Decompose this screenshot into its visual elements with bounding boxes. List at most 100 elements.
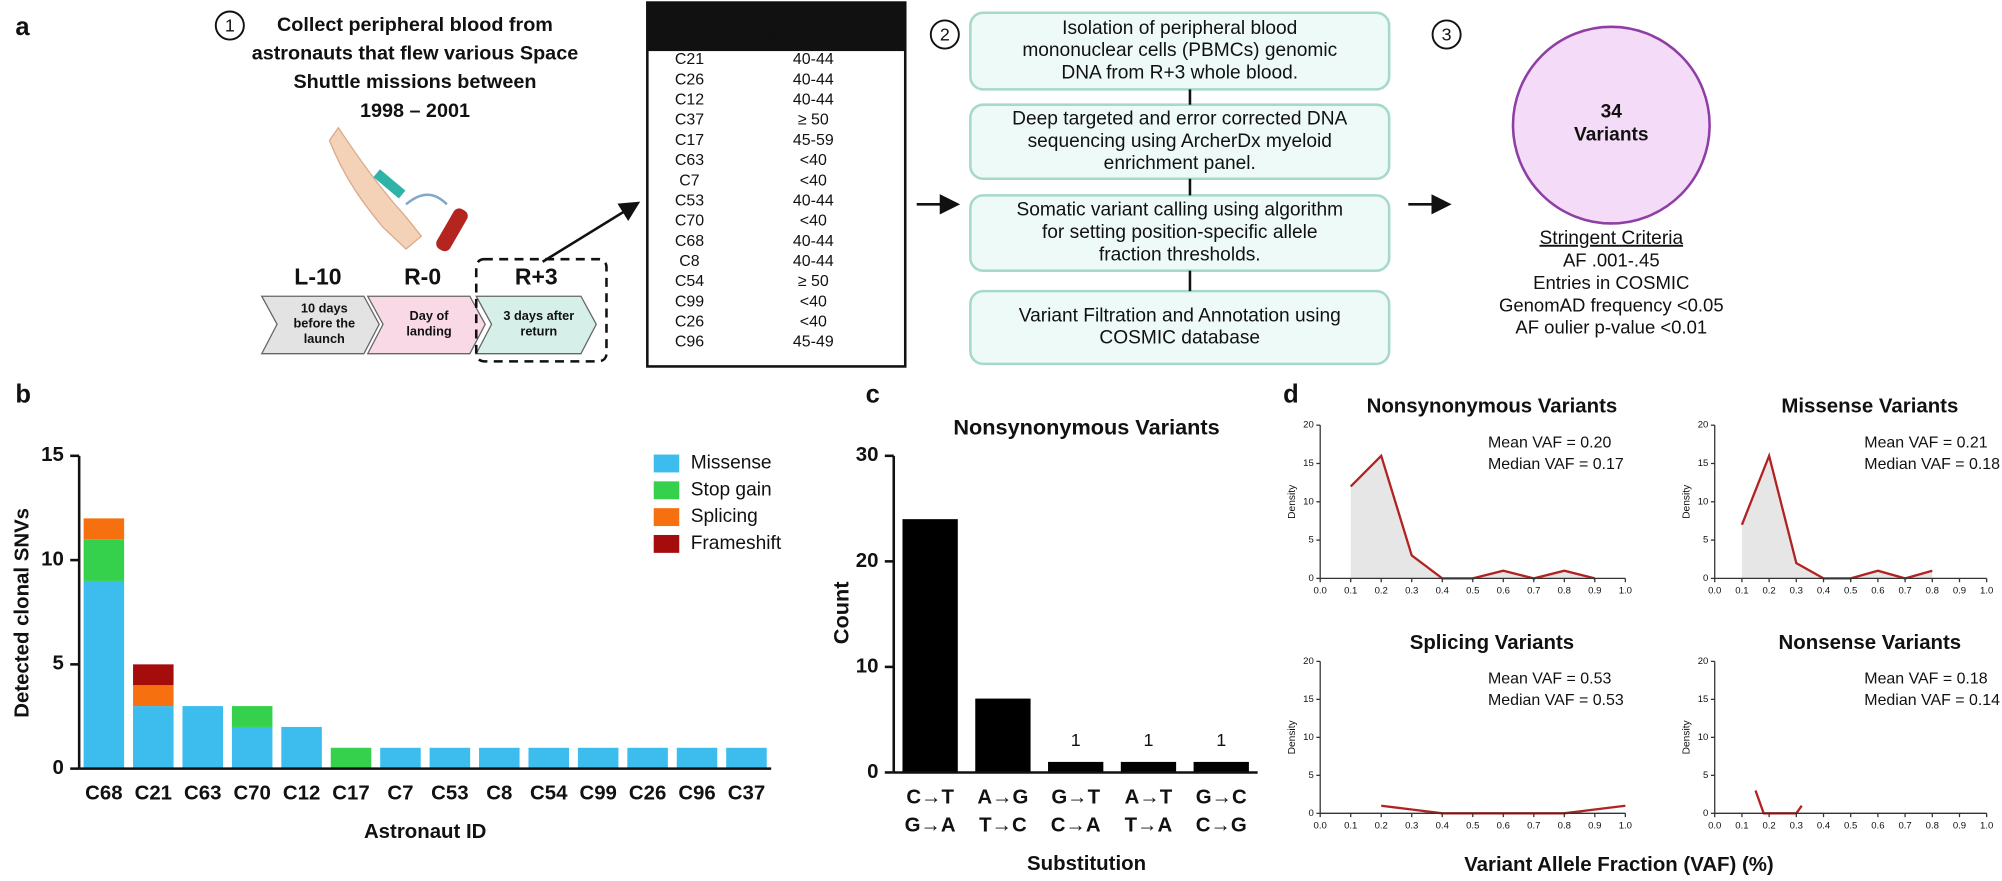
x-tick-label: 0.4 [1817,821,1831,832]
table-cell: C54 [675,273,704,290]
table-cell: ≥ 50 [798,273,829,290]
table-cell: C37 [675,112,704,129]
legend-label: Stop gain [691,479,772,500]
legend-swatch [653,508,680,527]
x-tick-label: 0.4 [1436,821,1450,832]
x-tick-label: 0.3 [1790,821,1803,832]
bar-segment [133,664,174,686]
annotation: Mean VAF = 0.53 [1488,670,1611,687]
table-cell: C26 [675,313,704,330]
annotation: Median VAF = 0.53 [1488,692,1624,709]
y-tick-label: 20 [1303,420,1314,431]
chart-title: Missense Variants [1781,396,1958,418]
density-line [1754,790,1803,815]
y-tick-label: 0 [1703,573,1708,584]
x-tick-label: 0.2 [1762,821,1775,832]
arrow [541,201,641,263]
table-cell: 40-44 [793,233,834,250]
x-tick-label: 0.9 [1953,586,1966,597]
bar [1193,761,1249,773]
y-axis-label: Density [1287,484,1298,519]
bar-segment [83,580,125,769]
y-tick-label: 10 [1698,732,1709,743]
bar-segment [133,706,174,769]
step-text: 1998 – 2001 [360,100,470,122]
density-area [1741,455,1933,579]
pipeline-text: Variant Filtration and Annotation using [1019,305,1341,326]
x-tick-label: 0.8 [1926,586,1939,597]
y-tick-label: 0 [1703,808,1708,819]
timeline-label: R+3 [515,263,558,289]
step-marker [1431,19,1462,50]
table-header: Binned Age at [764,8,871,25]
x-tick-label: 0.1 [1735,821,1748,832]
bar-segment [380,747,421,769]
table-header: Launch in Years [756,27,878,44]
timeline-text: launch [304,331,345,346]
x-tick-label: 0.6 [1871,586,1884,597]
bar-segment [479,747,520,769]
table-cell: <40 [800,313,827,330]
annotation: Median VAF = 0.17 [1488,456,1624,473]
table-cell: <40 [800,293,827,310]
table-cell: <40 [800,213,827,230]
x-tick-label: 0.9 [1588,821,1601,832]
pipeline-text: for setting position-specific allele [1042,222,1318,243]
y-tick-label: 5 [52,653,63,675]
x-tick-label: 0.5 [1844,586,1857,597]
y-axis-label: Density [1681,719,1692,754]
pipeline-text: sequencing using ArcherDx myeloid [1028,131,1332,152]
step-number: 2 [940,24,950,44]
x-tick-label: T→C [979,814,1027,836]
panel-label: b [15,381,31,409]
table-cell: C96 [675,334,704,351]
x-tick-label: 1.0 [1980,821,1993,832]
bar-segment [429,747,471,769]
table-cell: C21 [675,51,704,68]
bar-segment [577,747,619,769]
x-tick-label: C68 [85,783,122,805]
x-tick-label: 0.7 [1898,586,1911,597]
table-frame [646,1,907,368]
x-tick-label: C54 [530,783,568,805]
y-tick-label: 10 [1303,496,1314,507]
table-cell: C7 [679,172,700,189]
result-label: Variants [1574,124,1648,145]
annotation: Mean VAF = 0.20 [1488,434,1611,451]
criteria-text: AF oulier p-value <0.01 [1515,317,1707,338]
bar-segment [528,747,570,769]
bar-segment [133,685,174,707]
value-label: 1 [1216,730,1226,750]
bar-segment [726,747,767,769]
step-marker [929,19,960,50]
x-tick-label: 0.3 [1405,821,1418,832]
legend-swatch [653,454,680,473]
criteria-text: AF .001-.45 [1563,250,1660,271]
x-tick-label: 0.0 [1708,821,1721,832]
bar [1120,761,1177,773]
y-tick-label: 20 [856,550,879,572]
table-cell: C70 [675,213,704,230]
table-cell: 40-44 [793,92,834,109]
table-cell: 40-44 [793,192,834,209]
pipeline-text: Deep targeted and error corrected DNA [1012,108,1347,129]
x-tick-label: C→T [906,786,954,808]
table-cell: C12 [675,92,704,109]
x-tick-label: 0.5 [1466,586,1479,597]
chart-title: Nonsense Variants [1779,632,1962,654]
x-tick-label: C7 [387,783,413,805]
x-tick-label: 0.1 [1344,821,1357,832]
pipeline-text: fraction thresholds. [1099,244,1261,265]
timeline-label: R-0 [404,263,441,289]
x-tick-label: C8 [486,783,512,805]
x-tick-label: 0.7 [1898,821,1911,832]
table-cell: <40 [800,152,827,169]
timeline-text: before the [293,316,355,331]
y-tick-label: 10 [41,548,64,570]
pipeline-box [969,289,1391,366]
x-tick-label: G→A [905,814,956,836]
highlight-box [474,257,608,363]
x-tick-label: 0.1 [1344,586,1357,597]
y-tick-label: 10 [856,655,879,677]
